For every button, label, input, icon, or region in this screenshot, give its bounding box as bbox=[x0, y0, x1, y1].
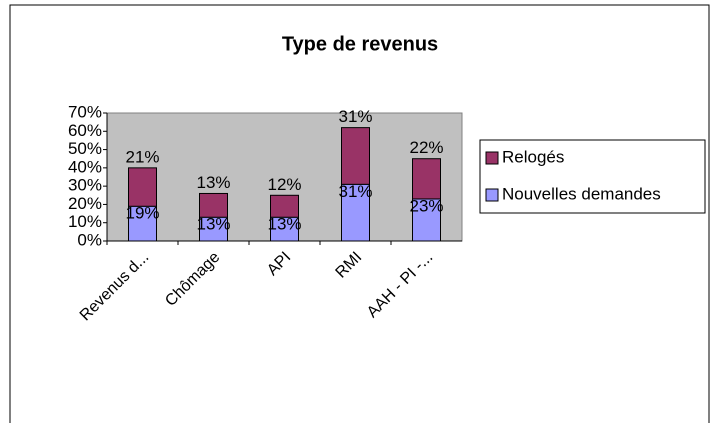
legend-label: Relogés bbox=[502, 147, 564, 166]
bar-segment bbox=[270, 194, 299, 218]
chart-title: Type de revenus bbox=[282, 33, 438, 55]
value-label: 13% bbox=[267, 215, 301, 234]
bar-segment bbox=[128, 205, 157, 242]
x-tick-label: API bbox=[264, 249, 294, 279]
bar-segment bbox=[128, 167, 157, 207]
value-label: 19% bbox=[125, 204, 159, 223]
y-tick-label: 20% bbox=[68, 194, 102, 213]
y-tick-label: 70% bbox=[68, 102, 102, 121]
y-tick-label: 10% bbox=[68, 212, 102, 231]
value-label: 12% bbox=[267, 175, 301, 194]
chart-border bbox=[9, 4, 710, 423]
value-label: 21% bbox=[125, 147, 159, 166]
bar-segment bbox=[341, 183, 370, 242]
x-tick-label: RMI bbox=[333, 249, 366, 282]
value-label: 31% bbox=[338, 182, 372, 201]
y-tick-label: 30% bbox=[68, 176, 102, 195]
bar-segment bbox=[412, 198, 441, 242]
value-label: 22% bbox=[409, 138, 443, 157]
y-tick-label: 0% bbox=[77, 230, 102, 249]
legend-swatch bbox=[485, 188, 499, 202]
bar-segment bbox=[199, 192, 228, 218]
x-tick-label: Revenus d... bbox=[77, 249, 153, 325]
y-tick-label: 50% bbox=[68, 139, 102, 158]
value-label: 31% bbox=[338, 107, 372, 126]
legend bbox=[479, 139, 706, 214]
bar-segment bbox=[341, 127, 370, 185]
y-tick-label: 40% bbox=[68, 157, 102, 176]
y-tick-label: 60% bbox=[68, 121, 102, 140]
value-label: 23% bbox=[409, 196, 443, 215]
x-tick-label: AAH - PI -... bbox=[364, 249, 436, 321]
x-tick-label: Chômage bbox=[162, 249, 223, 310]
value-label: 13% bbox=[196, 215, 230, 234]
value-label: 13% bbox=[196, 173, 230, 192]
legend-swatch bbox=[485, 151, 499, 165]
bar-segment bbox=[412, 158, 441, 200]
legend-label: Nouvelles demandes bbox=[502, 184, 661, 203]
